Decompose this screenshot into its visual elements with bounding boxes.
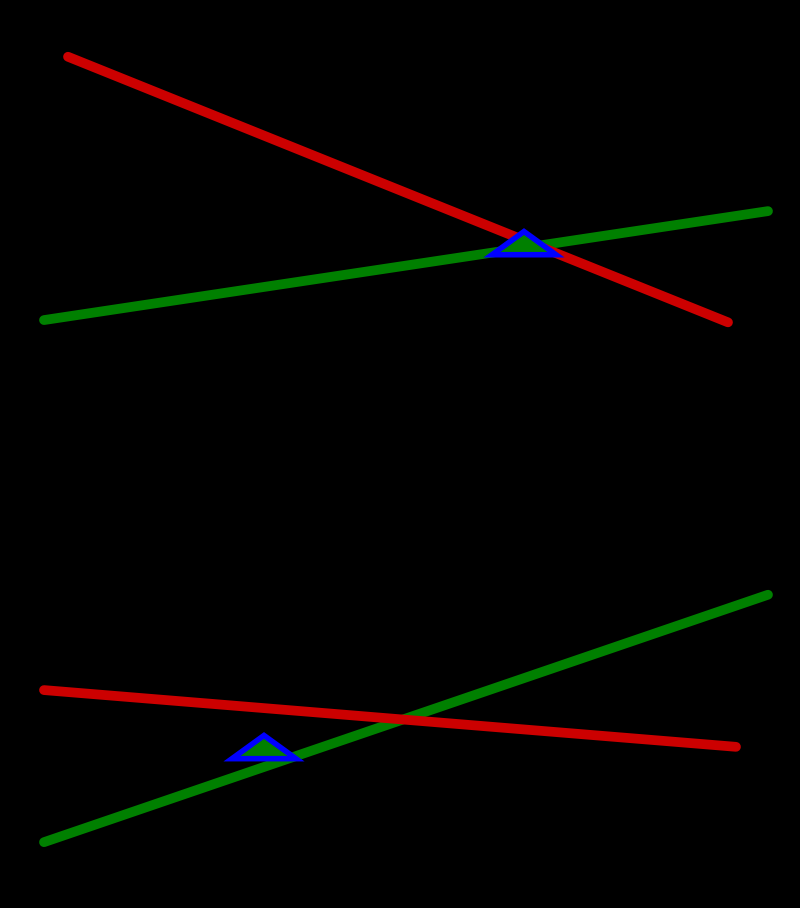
- Polygon shape: [232, 735, 296, 759]
- Polygon shape: [492, 232, 556, 255]
